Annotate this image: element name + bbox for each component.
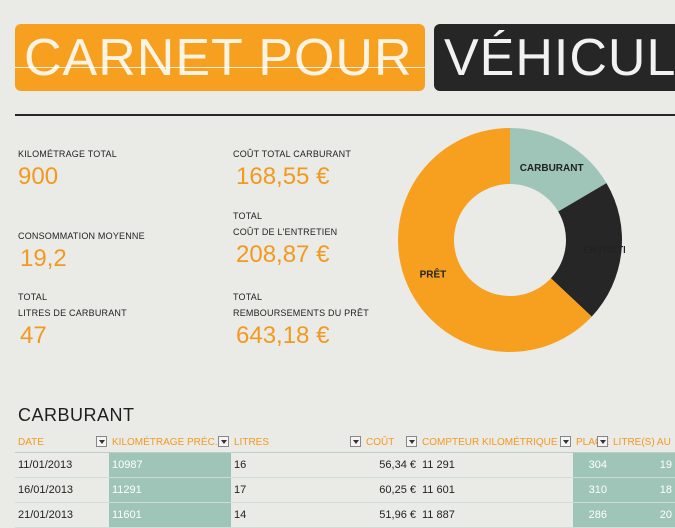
title-right-text: VÉHICULE (444, 29, 675, 87)
title-strike-line (15, 67, 425, 68)
cell-compteur[interactable]: 11 887 (419, 502, 573, 528)
kpi-cout-entretien: TOTAL COÛT DE L'ENTRETIEN 208,87 € (233, 208, 337, 270)
kpi-value: 643,18 € (236, 322, 330, 349)
kpi-remboursements: TOTAL REMBOURSEMENTS DU PRÊT 643,18 € (233, 289, 369, 351)
filter-dropdown-icon[interactable] (406, 436, 417, 447)
cell-cout[interactable]: 51,96 € (363, 502, 419, 528)
cell-litres-au[interactable]: 20 (610, 502, 675, 528)
cell-cout[interactable]: 56,34 € (363, 452, 419, 478)
kpi-value: 168,55 € (236, 163, 330, 190)
column-header-kilometrage-prec[interactable]: KILOMÉTRAGE PRÉC. (109, 432, 231, 453)
kpi-label: COÛT TOTAL CARBURANT (233, 149, 352, 159)
kpi-label: COÛT DE L'ENTRETIEN (233, 227, 338, 237)
cell-litres-au[interactable]: 19 (610, 452, 675, 478)
cell-kilometrage-prec[interactable]: 11601 (109, 502, 231, 528)
filter-dropdown-icon[interactable] (218, 436, 229, 447)
cell-plage[interactable]: 304 (573, 452, 610, 478)
kpi-label: TOTAL (18, 292, 48, 302)
donut-label-carburant: CARBURANT (520, 163, 584, 174)
kpi-label: REMBOURSEMENTS DU PRÊT (233, 308, 369, 318)
kpi-label: LITRES DE CARBURANT (18, 308, 127, 318)
cell-litres[interactable]: 17 (231, 477, 363, 503)
cell-litres-au[interactable]: 18 (610, 477, 675, 503)
title-banner-left: CARNET POUR (15, 24, 425, 91)
kpi-kilometrage-total: KILOMÉTRAGE TOTAL 900 (18, 146, 117, 192)
cell-date[interactable]: 21/01/2013 (15, 502, 109, 528)
filter-dropdown-icon[interactable] (96, 436, 107, 447)
filter-dropdown-icon[interactable] (560, 436, 571, 447)
title-banner-right: VÉHICULE (434, 24, 675, 91)
cell-kilometrage-prec[interactable]: 11291 (109, 477, 231, 503)
column-header-litres[interactable]: LITRES (231, 432, 363, 453)
filter-dropdown-icon[interactable] (597, 436, 608, 447)
header-divider (15, 114, 675, 116)
cell-litres[interactable]: 16 (231, 452, 363, 478)
table-row: 16/01/2013 11291 17 60,25 € 11 601 310 1… (15, 477, 675, 503)
kpi-litres-carburant: TOTAL LITRES DE CARBURANT 47 (18, 289, 127, 351)
kpi-value: 900 (18, 163, 59, 190)
title-left-text: CARNET POUR (24, 29, 413, 87)
column-header-label: COÛT (366, 436, 395, 448)
column-header-label: KILOMÉTRAGE PRÉC. (112, 436, 218, 448)
column-header-label: DATE (18, 436, 44, 448)
table-row: 11/01/2013 10987 16 56,34 € 11 291 304 1… (15, 452, 675, 478)
donut-slice-carburant (510, 128, 607, 212)
kpi-label: TOTAL (233, 211, 263, 221)
donut-label-prêt: PRÊT (420, 267, 447, 280)
cell-plage[interactable]: 310 (573, 477, 610, 503)
kpi-label: CONSOMMATION MOYENNE (18, 231, 145, 241)
column-header-litres-au[interactable]: LITRE(S) AU (610, 432, 675, 453)
donut-label-entretien: ENTRETIEN (583, 245, 625, 256)
column-header-label: LITRE(S) AU (613, 436, 671, 448)
column-header-date[interactable]: DATE (15, 432, 109, 453)
column-header-plage[interactable]: PLAGE (573, 432, 610, 453)
cell-compteur[interactable]: 11 601 (419, 477, 573, 503)
column-header-label: COMPTEUR KILOMÉTRIQUE (422, 436, 558, 448)
kpi-consommation-moyenne: CONSOMMATION MOYENNE 19,2 (18, 228, 145, 274)
table-row: 21/01/2013 11601 14 51,96 € 11 887 286 2… (15, 502, 675, 528)
donut-slice-prêt (398, 128, 592, 352)
cell-kilometrage-prec[interactable]: 10987 (109, 452, 231, 478)
kpi-label: KILOMÉTRAGE TOTAL (18, 149, 117, 159)
kpi-value: 47 (20, 322, 47, 349)
kpi-label: TOTAL (233, 292, 263, 302)
kpi-cout-carburant: COÛT TOTAL CARBURANT 168,55 € (233, 146, 351, 192)
cell-cout[interactable]: 60,25 € (363, 477, 419, 503)
column-header-cout[interactable]: COÛT (363, 432, 419, 453)
section-title-carburant: CARBURANT (18, 405, 135, 425)
table-header-row: DATE KILOMÉTRAGE PRÉC. LITRES COÛT COMPT… (15, 432, 675, 453)
column-header-compteur[interactable]: COMPTEUR KILOMÉTRIQUE (419, 432, 573, 453)
cell-date[interactable]: 16/01/2013 (15, 477, 109, 503)
cell-compteur[interactable]: 11 291 (419, 452, 573, 478)
donut-slice-entretien (550, 183, 622, 317)
kpi-value: 19,2 (20, 245, 67, 272)
column-header-label: PLAGE (576, 436, 610, 448)
filter-dropdown-icon[interactable] (350, 436, 361, 447)
cell-date[interactable]: 11/01/2013 (15, 452, 109, 478)
cell-plage[interactable]: 286 (573, 502, 610, 528)
kpi-value: 208,87 € (236, 241, 330, 268)
fuel-table: DATE KILOMÉTRAGE PRÉC. LITRES COÛT COMPT… (15, 432, 675, 528)
column-header-label: LITRES (234, 436, 270, 448)
expense-donut-chart: CARBURANT ENTRETIEN PRÊT (398, 128, 625, 352)
cell-litres[interactable]: 14 (231, 502, 363, 528)
